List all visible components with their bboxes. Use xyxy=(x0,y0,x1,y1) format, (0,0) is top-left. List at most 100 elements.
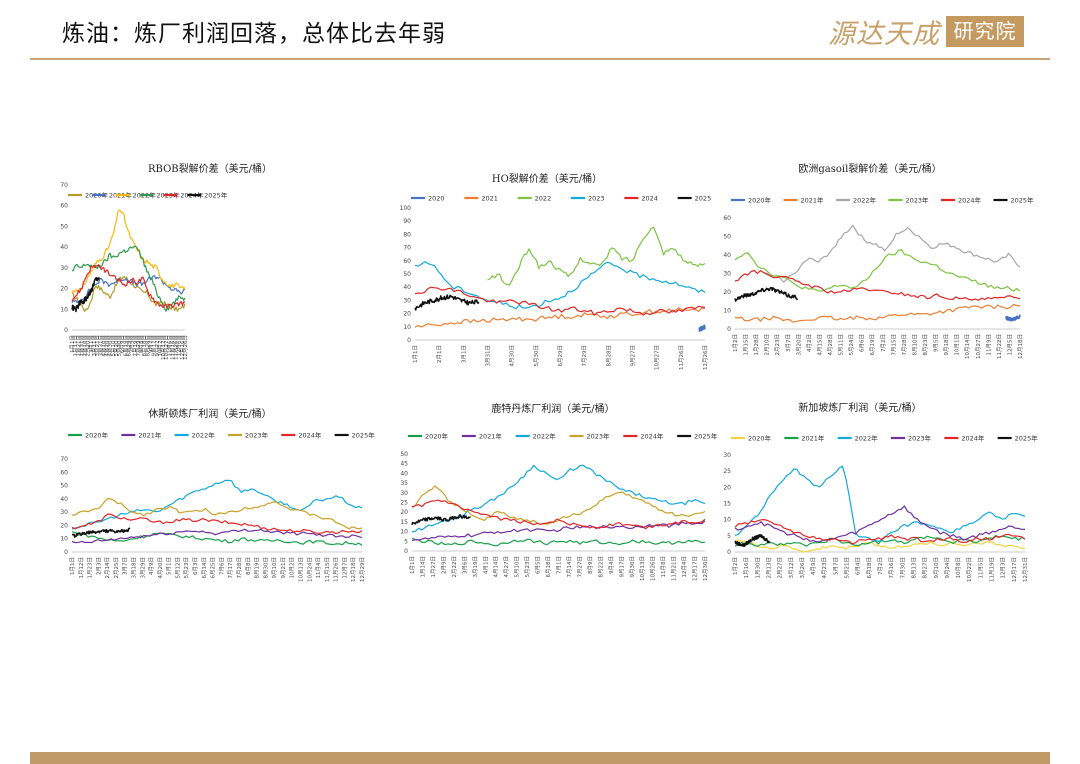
x-tick-label: 8月10日 xyxy=(911,334,918,356)
series-line xyxy=(71,531,363,546)
series-line xyxy=(734,535,1026,547)
chart-title: 欧洲gasoil裂解价差（美元/桶） xyxy=(798,162,941,175)
series-line xyxy=(72,498,363,530)
legend-label: 2025年 xyxy=(352,431,376,440)
x-tick-label: 4月30日 xyxy=(509,345,516,367)
x-tick-label: 8月22日 xyxy=(597,556,604,578)
y-tick-label: 100 xyxy=(400,205,412,212)
x-tick-label: 5月20日 xyxy=(113,335,120,357)
y-tick-label: 40 xyxy=(403,284,411,291)
y-tick-label: 35 xyxy=(400,480,408,487)
x-tick-label: 10月8日 xyxy=(955,557,962,579)
y-tick-label: 25 xyxy=(400,500,408,507)
x-tick-label: 2月1日 xyxy=(436,345,443,363)
series-line xyxy=(763,224,1021,283)
y-tick-label: 60 xyxy=(723,215,731,222)
x-tick-label: 12月31日 xyxy=(1022,557,1029,582)
y-tick-label: 45 xyxy=(400,461,408,468)
x-tick-label: 1月1日 xyxy=(69,557,76,575)
x-tick-label: 12月6日 xyxy=(176,335,183,357)
x-tick-label: 1月1日 xyxy=(409,556,416,574)
x-tick-label: 12月5日 xyxy=(1006,334,1013,356)
x-tick-label: 6月18日 xyxy=(866,557,873,579)
x-tick-label: 2月10日 xyxy=(764,334,771,356)
chart-title: 休斯顿炼厂利润（美元/桶） xyxy=(148,407,271,420)
legend-label: 2025年 xyxy=(694,432,718,441)
series-line xyxy=(71,527,131,538)
x-tick-label: 6月29日 xyxy=(126,335,133,357)
x-tick-label: 7月15日 xyxy=(890,334,897,356)
x-tick-label: 11月26日 xyxy=(678,345,685,370)
logo-text: 源达天成 xyxy=(828,19,940,50)
x-tick-label: 11月16日 xyxy=(169,335,176,360)
x-tick-label: 7月16日 xyxy=(888,557,895,579)
series-line xyxy=(1005,314,1021,322)
y-tick-label: 20 xyxy=(60,522,68,529)
legend-label: 2024年 xyxy=(961,434,985,443)
y-tick-label: 20 xyxy=(403,311,411,318)
x-tick-label: 3月1日 xyxy=(460,345,467,363)
x-tick-label: 8月18日 xyxy=(141,335,148,357)
legend-label: 2023年 xyxy=(906,196,930,205)
x-tick-label: 11月4日 xyxy=(315,557,322,579)
y-tick-label: 30 xyxy=(60,509,68,516)
series-line xyxy=(411,464,706,533)
legend-label: 2025年 xyxy=(1015,434,1039,443)
x-tick-label: 1月21日 xyxy=(75,335,82,357)
x-tick-label: 6月18日 xyxy=(545,556,552,578)
series-line xyxy=(71,209,186,294)
x-tick-label: 2月27日 xyxy=(777,557,784,579)
x-tick-label: 9月30日 xyxy=(629,556,636,578)
y-tick-label: 5 xyxy=(727,533,731,540)
series-line xyxy=(71,277,100,313)
x-tick-label: 9月21日 xyxy=(280,557,287,579)
x-tick-label: 8月8日 xyxy=(245,557,252,575)
y-tick-label: 10 xyxy=(400,529,408,536)
x-tick-label: 7月1日 xyxy=(556,556,563,574)
chart-svg: 休斯顿炼厂利润（美元/桶） 2020年 2021年 2022年 2023年 2024年 20… xyxy=(60,407,376,582)
x-tick-label: 11月9日 xyxy=(985,334,992,356)
x-tick-label: 5月30日 xyxy=(533,345,540,367)
x-tick-label: 2月14日 xyxy=(104,557,111,579)
y-tick-label: 20 xyxy=(400,509,408,516)
x-tick-label: 3月29日 xyxy=(139,557,146,579)
x-tick-label: 10月17日 xyxy=(160,335,167,360)
y-tick-label: 10 xyxy=(403,324,411,331)
y-tick-label: 60 xyxy=(403,258,411,265)
series-line xyxy=(414,294,480,311)
series-line xyxy=(411,520,706,542)
x-tick-label: 7月14日 xyxy=(566,556,573,578)
x-tick-label: 8月8日 xyxy=(138,335,145,353)
series-line xyxy=(411,537,706,547)
x-tick-label: 5月21日 xyxy=(844,557,851,579)
x-tick-label: 1月14日 xyxy=(419,556,426,578)
chart-svg: HO裂解价差（美元/桶） 2020 2021 2022 2023 2024 2025 0 10 2… xyxy=(400,172,712,370)
x-tick-label: 12月16日 xyxy=(179,335,186,360)
x-tick-label: 10月7日 xyxy=(157,335,164,357)
x-tick-label: 1月28日 xyxy=(753,334,760,356)
chart-title: 新加坡炼厂利润（美元/桶） xyxy=(798,401,921,414)
x-tick-label: 4月30日 xyxy=(107,335,114,357)
x-tick-label: 6月19日 xyxy=(122,335,129,357)
x-tick-label: 10月27日 xyxy=(163,335,170,360)
y-tick-label: 50 xyxy=(400,451,408,458)
x-tick-label: 8月30日 xyxy=(262,557,269,579)
x-tick-label: 10月27日 xyxy=(975,334,982,359)
series-line xyxy=(71,528,363,544)
x-tick-label: 4月9日 xyxy=(810,557,817,575)
x-tick-label: 6月19日 xyxy=(869,334,876,356)
x-tick-label: 10月14日 xyxy=(964,334,971,359)
chart-rbob-crack: RBOB裂解价差（美元/桶）2020年2021年2022年2023年2024年2… xyxy=(55,160,375,370)
legend-label: 2023 xyxy=(588,195,605,203)
legend-label: 2021年 xyxy=(801,196,825,205)
x-tick-label: 1月11日 xyxy=(72,335,79,357)
y-tick-label: 25 xyxy=(723,468,731,475)
x-tick-label: 9月10日 xyxy=(933,557,940,579)
legend-label: 2020年 xyxy=(748,196,772,205)
y-tick-label: 15 xyxy=(723,501,731,508)
x-tick-label: 4月15日 xyxy=(816,334,823,356)
y-tick-label: 50 xyxy=(723,234,731,241)
series-line xyxy=(71,264,186,309)
x-tick-label: 12月3日 xyxy=(1000,557,1007,579)
y-tick-label: 0 xyxy=(727,549,731,556)
